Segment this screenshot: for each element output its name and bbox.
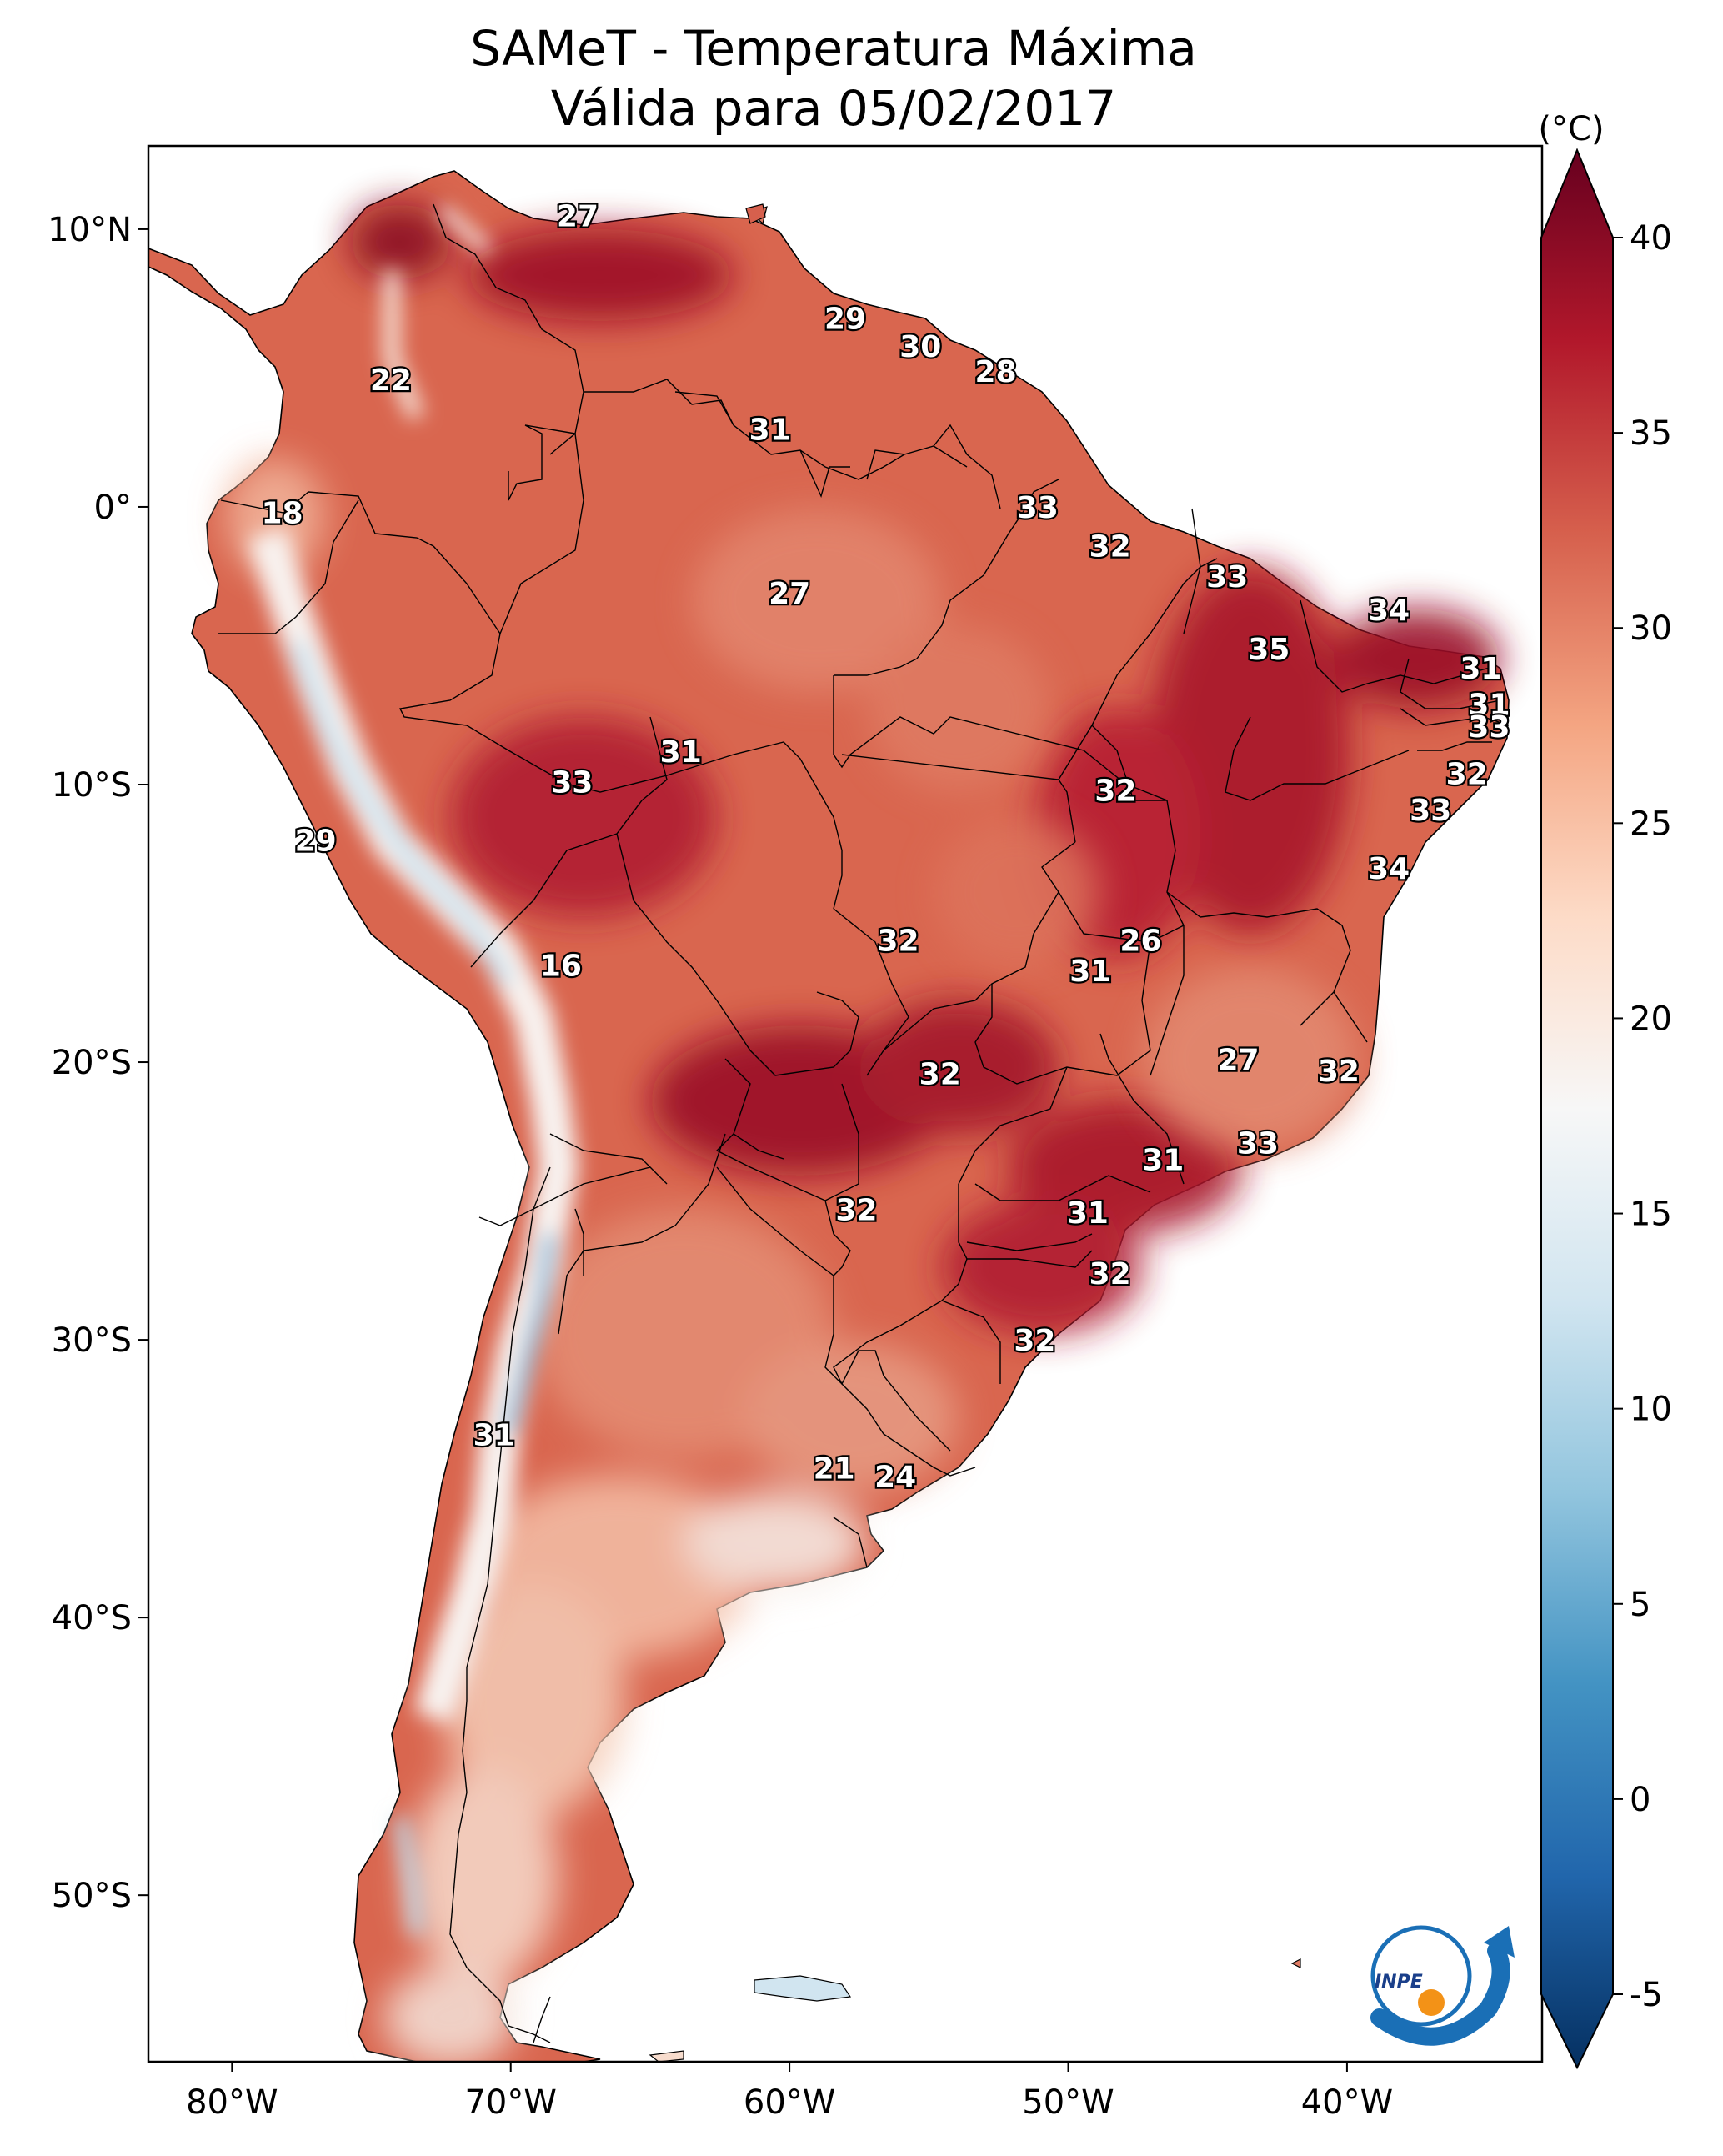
colorbar-unit: (°C) xyxy=(1538,110,1604,148)
logo-text: INPE xyxy=(1375,1972,1423,1993)
colorbar-tick-label: 0 xyxy=(1630,1781,1650,1819)
x-tick-label: 60°W xyxy=(744,2083,835,2122)
city-temperature-label: 34 xyxy=(1368,594,1410,628)
city-temperature-label: 31 xyxy=(1142,1144,1184,1178)
x-tick-label: 80°W xyxy=(186,2083,278,2122)
city-temperature-label: 31 xyxy=(749,414,791,448)
logo-swoosh xyxy=(1370,1942,1510,2046)
title-line-2: Válida para 05/02/2017 xyxy=(551,80,1116,137)
y-tick-label: 20°S xyxy=(52,1044,132,1082)
city-temperature-label: 32 xyxy=(1089,530,1131,564)
latitude-ticks: 10°N 0° 10°S 20°S 30°S 40°S 50°S xyxy=(48,211,148,1915)
inpe-logo: INPE xyxy=(1370,1925,1515,2046)
colorbar-ticks: -5 0 5 10 15 20 25 30 35 40 xyxy=(1613,219,1672,2014)
city-temperature-label: 27 xyxy=(1217,1044,1259,1078)
city-temperature-label: 35 xyxy=(1248,633,1290,667)
x-tick-label: 50°W xyxy=(1022,2083,1114,2122)
city-temperature-label: 32 xyxy=(1446,758,1488,792)
colorbar-tick-label: 5 xyxy=(1630,1586,1650,1624)
colorbar: (°C) -5 0 5 10 15 20 25 30 35 40 xyxy=(1538,110,1672,2070)
city-temperature-label: 32 xyxy=(835,1194,877,1228)
city-temperature-label: 34 xyxy=(1368,852,1410,886)
city-temperature-label: 18 xyxy=(261,497,303,531)
city-temperature-label: 32 xyxy=(1094,775,1136,809)
city-temperature-label: 31 xyxy=(1069,955,1111,989)
city-temperature-label: 33 xyxy=(1206,560,1248,594)
colorbar-tick-label: 40 xyxy=(1630,219,1672,258)
city-temperature-label: 31 xyxy=(1067,1196,1109,1231)
logo-arrow xyxy=(1484,1926,1515,1958)
logo-sun xyxy=(1418,1989,1445,2016)
colorbar-tick-label: 35 xyxy=(1630,414,1672,453)
title-line-1: SAMeT - Temperatura Máxima xyxy=(470,20,1197,77)
y-tick-label: 30°S xyxy=(52,1321,132,1360)
city-temperature-label: 26 xyxy=(1119,925,1161,959)
x-tick-label: 40°W xyxy=(1301,2083,1393,2122)
longitude-ticks: 80°W 70°W 60°W 50°W 40°W xyxy=(186,2062,1393,2122)
city-temperature-label: 29 xyxy=(824,302,866,336)
y-tick-label: 50°S xyxy=(52,1877,132,1915)
city-temperature-label: 32 xyxy=(1014,1324,1055,1358)
city-temperature-label: 32 xyxy=(1318,1055,1360,1089)
mild-regions xyxy=(225,459,1359,2062)
city-temperature-label: 21 xyxy=(814,1452,855,1486)
colorbar-tick-label: -5 xyxy=(1630,1976,1663,2014)
colorbar-tick-label: 10 xyxy=(1630,1391,1672,1429)
city-temperature-label: 30 xyxy=(899,330,941,364)
city-temperature-label: 33 xyxy=(1468,710,1510,745)
city-temperature-label: 32 xyxy=(1089,1257,1131,1291)
colorbar-tick-label: 20 xyxy=(1630,1000,1672,1038)
city-temperature-label: 33 xyxy=(1017,491,1059,525)
city-temperature-label: 31 xyxy=(660,735,702,770)
y-tick-label: 10°S xyxy=(52,766,132,805)
city-temperature-label: 27 xyxy=(769,577,810,611)
city-temperature-label: 33 xyxy=(551,766,593,800)
islands xyxy=(649,203,1301,2062)
hot-regions xyxy=(350,204,1500,1334)
city-temperature-label: 16 xyxy=(540,949,582,983)
y-tick-label: 0° xyxy=(94,489,132,527)
city-temperature-label: 29 xyxy=(295,825,337,859)
x-tick-label: 70°W xyxy=(464,2083,556,2122)
logo-ring xyxy=(1370,1925,1472,2027)
city-temperature-label: 33 xyxy=(1410,794,1451,828)
city-temperature-label: 27 xyxy=(557,199,599,233)
y-tick-label: 10°N xyxy=(48,211,132,249)
city-temperature-label: 33 xyxy=(1237,1127,1279,1161)
city-temperature-label: 31 xyxy=(473,1418,515,1452)
colorbar-body xyxy=(1540,148,1614,2070)
city-temperature-label: 32 xyxy=(919,1057,961,1091)
y-tick-label: 40°S xyxy=(52,1599,132,1637)
city-temperature-label: 32 xyxy=(877,925,919,959)
city-temperature-label: 22 xyxy=(370,364,412,398)
colorbar-tick-label: 30 xyxy=(1630,609,1672,648)
city-temperature-label: 31 xyxy=(1460,652,1501,686)
city-temperature-label: 28 xyxy=(975,355,1017,389)
andes-cold-band xyxy=(248,203,579,1935)
city-temperature-label: 24 xyxy=(874,1460,916,1494)
political-borders xyxy=(218,203,1510,2043)
colorbar-tick-label: 15 xyxy=(1630,1196,1672,1234)
city-temperature-label: 31 xyxy=(1468,688,1510,722)
colorbar-tick-label: 25 xyxy=(1630,805,1672,843)
